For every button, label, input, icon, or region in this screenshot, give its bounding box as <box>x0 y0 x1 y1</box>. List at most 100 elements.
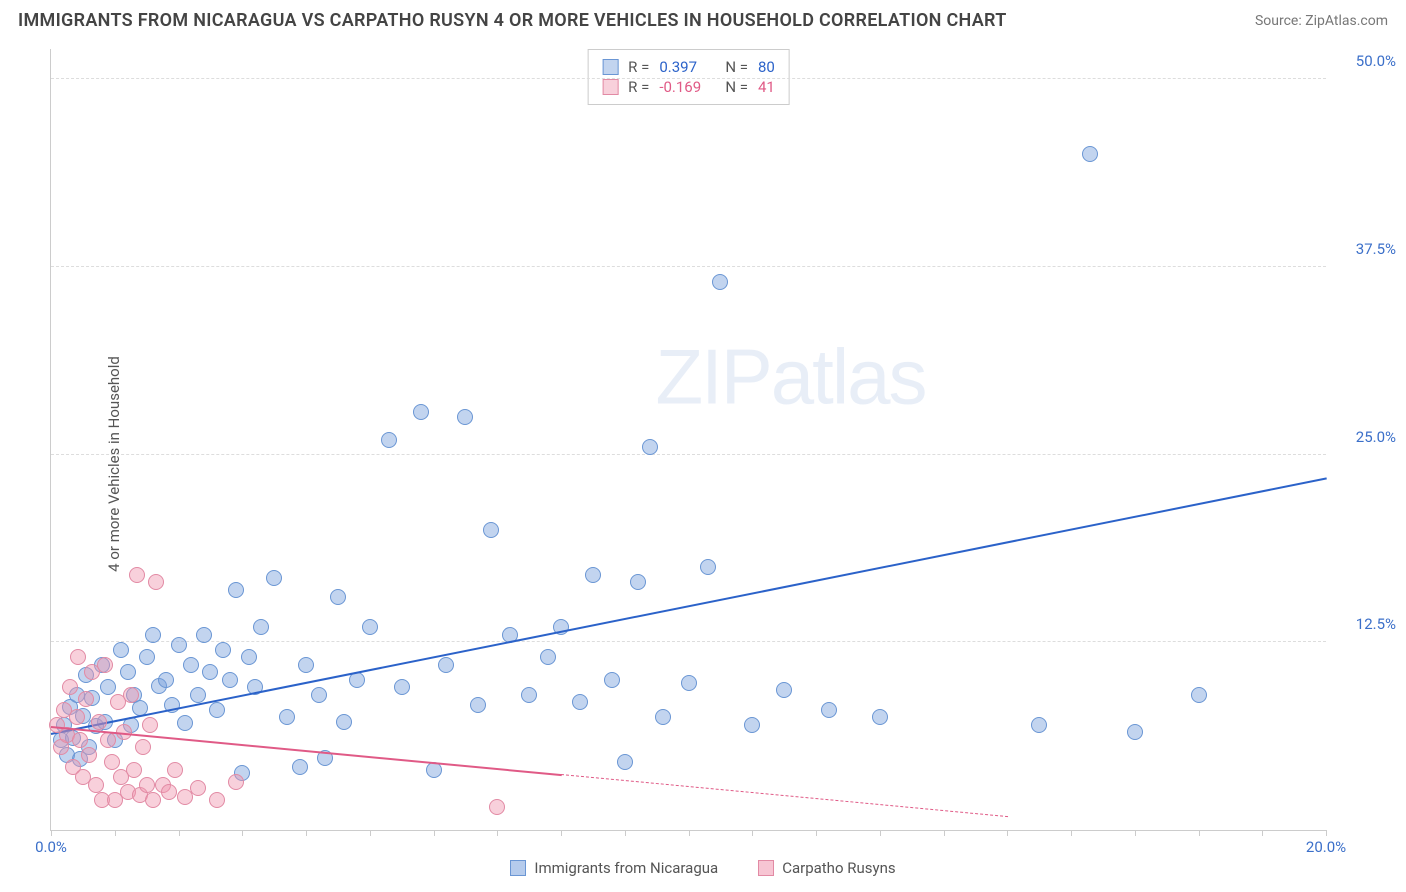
data-point <box>604 672 620 688</box>
stat-n-value: 41 <box>758 78 775 96</box>
stat-n-label: N = <box>725 58 748 76</box>
x-minor-tick <box>306 830 307 836</box>
data-point <box>381 432 397 448</box>
watermark: ZIPatlas <box>655 332 925 423</box>
data-point <box>167 762 183 778</box>
data-point <box>139 777 155 793</box>
data-point <box>161 784 177 800</box>
data-point <box>413 404 429 420</box>
data-point <box>572 694 588 710</box>
data-point <box>183 657 199 673</box>
data-point <box>630 574 646 590</box>
data-point <box>776 682 792 698</box>
data-point <box>457 409 473 425</box>
gridline <box>51 78 1326 79</box>
data-point <box>241 649 257 665</box>
data-point <box>483 522 499 538</box>
data-point <box>292 759 308 775</box>
data-point <box>642 439 658 455</box>
data-point <box>62 679 78 695</box>
x-minor-ticks <box>51 829 1326 830</box>
data-point <box>129 567 145 583</box>
source-attribution: Source: ZipAtlas.com <box>1255 13 1388 29</box>
x-minor-tick <box>880 830 881 836</box>
data-point <box>470 697 486 713</box>
data-point <box>298 657 314 673</box>
plot-area: ZIPatlas R = 0.397 N = 80 R = -0.169 N = … <box>50 49 1326 831</box>
data-point <box>70 649 86 665</box>
x-minor-tick <box>625 830 626 836</box>
data-point <box>394 679 410 695</box>
legend-item: Immigrants from Nicaragua <box>510 859 718 877</box>
data-point <box>100 732 116 748</box>
data-point <box>681 675 697 691</box>
x-minor-tick <box>561 830 562 836</box>
x-minor-tick <box>1326 830 1327 836</box>
data-point <box>228 774 244 790</box>
data-point <box>81 747 97 763</box>
data-point <box>171 637 187 653</box>
x-minor-tick <box>944 830 945 836</box>
x-minor-tick <box>51 830 52 836</box>
data-point <box>489 799 505 815</box>
legend: Immigrants from Nicaragua Carpatho Rusyns <box>0 859 1406 877</box>
data-point <box>585 567 601 583</box>
data-point <box>145 792 161 808</box>
stats-row: R = -0.169 N = 41 <box>602 78 775 96</box>
data-point <box>202 664 218 680</box>
x-tick-label: 20.0% <box>1306 838 1346 856</box>
legend-label: Immigrants from Nicaragua <box>534 859 718 877</box>
data-point <box>91 714 107 730</box>
y-tick-label: 25.0% <box>1336 428 1396 446</box>
legend-label: Carpatho Rusyns <box>782 859 895 877</box>
data-point <box>521 687 537 703</box>
stats-row: R = 0.397 N = 80 <box>602 58 775 76</box>
data-point <box>1127 724 1143 740</box>
x-minor-tick <box>115 830 116 836</box>
data-point <box>311 687 327 703</box>
y-tick-label: 50.0% <box>1336 52 1396 70</box>
data-point <box>279 709 295 725</box>
stat-r-label: R = <box>628 78 649 96</box>
legend-swatch <box>510 860 526 876</box>
data-point <box>336 714 352 730</box>
data-point <box>142 717 158 733</box>
data-point <box>126 762 142 778</box>
x-minor-tick <box>1262 830 1263 836</box>
stat-r-value: 0.397 <box>659 58 715 76</box>
data-point <box>209 792 225 808</box>
data-point <box>104 754 120 770</box>
y-tick-label: 12.5% <box>1336 615 1396 633</box>
data-point <box>190 687 206 703</box>
data-point <box>145 627 161 643</box>
data-point <box>123 687 139 703</box>
data-point <box>177 715 193 731</box>
data-point <box>821 702 837 718</box>
x-minor-tick <box>1007 830 1008 836</box>
data-point <box>655 709 671 725</box>
legend-item: Carpatho Rusyns <box>758 859 895 877</box>
x-minor-tick <box>242 830 243 836</box>
data-point <box>113 642 129 658</box>
stat-n-label: N = <box>725 78 748 96</box>
data-point <box>1191 687 1207 703</box>
data-point <box>196 627 212 643</box>
gridline <box>51 454 1326 455</box>
x-minor-tick <box>497 830 498 836</box>
chart-title: IMMIGRANTS FROM NICARAGUA VS CARPATHO RU… <box>18 10 1007 31</box>
data-point <box>209 702 225 718</box>
data-point <box>266 570 282 586</box>
trendline <box>51 478 1327 736</box>
data-point <box>228 582 244 598</box>
x-minor-tick <box>434 830 435 836</box>
gridline <box>51 266 1326 267</box>
data-point <box>97 657 113 673</box>
data-point <box>700 559 716 575</box>
data-point <box>88 777 104 793</box>
data-point <box>438 657 454 673</box>
gridline <box>51 641 1326 642</box>
x-minor-tick <box>816 830 817 836</box>
chart-container: 4 or more Vehicles in Household ZIPatlas… <box>0 39 1406 889</box>
data-point <box>215 642 231 658</box>
data-point <box>78 691 94 707</box>
